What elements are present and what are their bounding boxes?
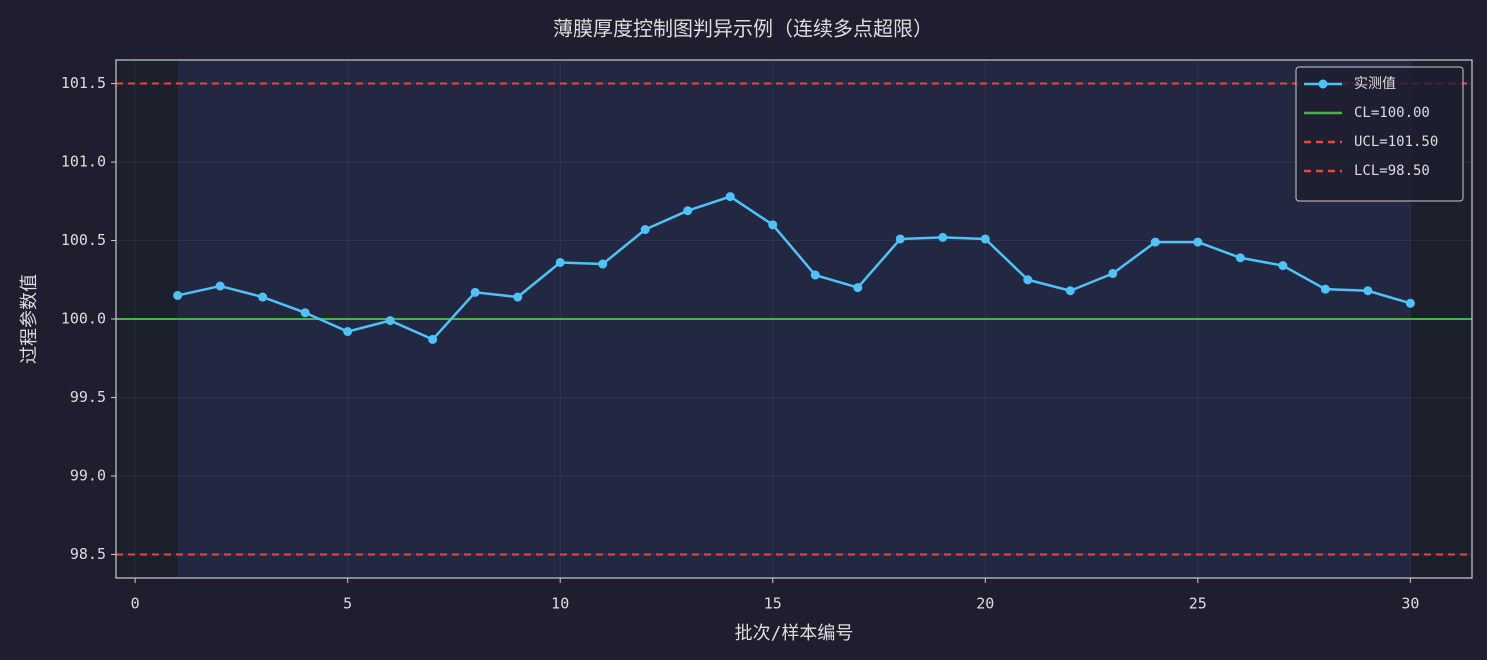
legend-label: LCL=98.50 <box>1354 163 1430 179</box>
x-tick-label: 15 <box>764 595 782 613</box>
data-point <box>1405 298 1415 308</box>
data-point <box>385 316 395 326</box>
data-point <box>1235 253 1245 263</box>
chart-title: 薄膜厚度控制图判异示例（连续多点超限） <box>553 17 933 41</box>
data-point <box>640 225 650 235</box>
data-point <box>853 283 863 293</box>
data-point <box>683 206 693 216</box>
data-point <box>725 192 735 202</box>
data-point <box>1363 286 1373 296</box>
x-tick-label: 10 <box>551 595 569 613</box>
y-tick-label: 101.5 <box>61 74 106 92</box>
data-point <box>1150 237 1160 247</box>
x-tick-label: 25 <box>1189 595 1207 613</box>
y-tick-label: 99.5 <box>70 388 106 406</box>
data-point <box>768 220 778 230</box>
y-tick-label: 101.0 <box>61 153 106 171</box>
data-point <box>1193 237 1203 247</box>
x-tick-label: 0 <box>131 595 140 613</box>
data-point <box>300 308 310 318</box>
y-tick-label: 100.0 <box>61 310 106 328</box>
data-point <box>470 287 480 297</box>
data-point <box>938 232 948 242</box>
x-tick-label: 30 <box>1401 595 1419 613</box>
y-tick-label: 99.0 <box>70 466 106 484</box>
data-point <box>1320 284 1330 294</box>
data-point <box>1023 275 1033 285</box>
x-tick-label: 5 <box>343 595 352 613</box>
legend: 实测值 CL=100.00 UCL=101.50 LCL=98.50 <box>1295 66 1464 202</box>
data-point <box>1278 261 1288 271</box>
legend-label: 实测值 <box>1354 76 1396 92</box>
data-line <box>177 195 1411 341</box>
data-point <box>810 270 820 280</box>
data-point <box>1108 268 1118 278</box>
legend-marker <box>1318 79 1328 89</box>
legend-box <box>1295 66 1464 202</box>
y-tick-label: 100.5 <box>61 231 106 249</box>
data-point <box>980 234 990 244</box>
data-point <box>1065 286 1075 296</box>
y-axis-label: 过程参数值 <box>19 274 40 364</box>
data-point <box>895 234 905 244</box>
plot-layer <box>116 60 1472 578</box>
x-tick-label: 20 <box>976 595 994 613</box>
y-tick-label: 98.5 <box>70 545 106 563</box>
data-point <box>598 259 608 269</box>
x-axis-label: 批次/样本编号 <box>735 623 854 644</box>
data-point <box>258 292 268 302</box>
data-point <box>555 257 565 267</box>
legend-label: UCL=101.50 <box>1354 134 1438 150</box>
data-point <box>173 290 183 300</box>
legend-label: CL=100.00 <box>1354 105 1430 121</box>
data-point <box>343 327 353 337</box>
data-point <box>428 334 438 344</box>
data-point <box>215 281 225 291</box>
data-point <box>513 292 523 302</box>
